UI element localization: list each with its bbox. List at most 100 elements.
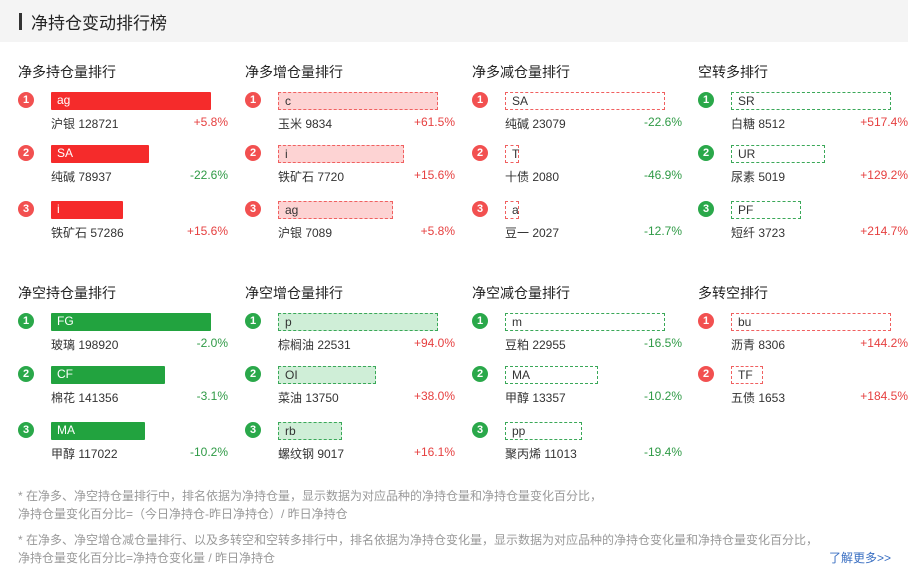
ranking-item[interactable]: 2 i 铁矿石 7720 +15.6% xyxy=(245,145,455,191)
ranking-item[interactable]: 1 SR 白糖 8512 +517.4% xyxy=(698,92,908,138)
rank-badge: 1 xyxy=(472,313,488,329)
contract-code: PF xyxy=(738,203,754,217)
contract-bar[interactable]: UR xyxy=(731,145,825,163)
contract-name-value: 沪银 128721 xyxy=(51,117,119,131)
rank-badge: 3 xyxy=(245,201,261,217)
note-2-line-1: * 在净多、净空增仓减仓量排行、以及多转空和空转多排行中，排名依据为净持仓变化量… xyxy=(18,533,819,547)
ranking-column-title: 净空增仓量排行 xyxy=(245,285,343,301)
contract-bar[interactable]: pp xyxy=(505,422,582,440)
rank-badge: 3 xyxy=(245,422,261,438)
rank-badge: 1 xyxy=(245,313,261,329)
ranking-item[interactable]: 3 i 铁矿石 57286 +15.6% xyxy=(18,201,228,247)
contract-code: ag xyxy=(285,203,299,217)
contract-bar[interactable]: m xyxy=(505,313,665,331)
note-block-2: * 在净多、净空增仓减仓量排行、以及多转空和空转多排行中，排名依据为净持仓变化量… xyxy=(18,531,898,567)
contract-bar[interactable]: bu xyxy=(731,313,891,331)
ranking-column-title: 净空持仓量排行 xyxy=(18,285,116,301)
ranking-item[interactable]: 1 SA 纯碱 23079 -22.6% xyxy=(472,92,682,138)
ranking-item[interactable]: 2 CF 棉花 141356 -3.1% xyxy=(18,366,228,412)
change-percent: -2.0% xyxy=(196,336,228,350)
ranking-item[interactable]: 1 ag 沪银 128721 +5.8% xyxy=(18,92,228,138)
contract-bar[interactable]: SA xyxy=(505,92,665,110)
ranking-item[interactable]: 3 MA 甲醇 117022 -10.2% xyxy=(18,422,228,468)
note-block-1: * 在净多、净空持仓量排行中，排名依据为净持仓量，显示数据为对应品种的净持仓量和… xyxy=(18,487,898,523)
rank-badge: 2 xyxy=(245,366,261,382)
ranking-column-title: 空转多排行 xyxy=(698,64,768,80)
ranking-column: 净多增仓量排行 1 c 玉米 9834 +61.5% 2 i 铁矿石 7720 +15.6% 3 a… xyxy=(245,62,455,240)
ranking-column-title: 净多减仓量排行 xyxy=(472,64,570,80)
ranking-column: 空转多排行 1 SR 白糖 8512 +517.4% 2 UR 尿素 5019 +129.2% 3… xyxy=(698,62,908,240)
change-percent: +184.5% xyxy=(860,389,908,403)
rank-badge: 2 xyxy=(245,145,261,161)
contract-bar[interactable]: MA xyxy=(505,366,598,384)
change-percent: +16.1% xyxy=(413,445,455,459)
ranking-item[interactable]: 3 ag 沪银 7089 +5.8% xyxy=(245,201,455,247)
ranking-item[interactable]: 1 m 豆粕 22955 -16.5% xyxy=(472,313,682,359)
contract-bar[interactable]: PF xyxy=(731,201,801,219)
contract-code: c xyxy=(285,94,291,108)
ranking-item[interactable]: 2 T 十债 2080 -46.9% xyxy=(472,145,682,191)
contract-code: ag xyxy=(57,93,71,107)
contract-name-value: 沥青 8306 xyxy=(731,338,786,352)
ranking-item[interactable]: 1 c 玉米 9834 +61.5% xyxy=(245,92,455,138)
contract-name-value: 菜油 13750 xyxy=(278,391,339,405)
change-percent: -22.6% xyxy=(189,168,228,182)
contract-name-value: 螺纹钢 9017 xyxy=(278,447,345,461)
contract-bar[interactable]: MA xyxy=(51,422,145,440)
rank-badge: 3 xyxy=(472,422,488,438)
change-percent: +144.2% xyxy=(860,336,908,350)
contract-bar[interactable]: FG xyxy=(51,313,211,331)
contract-code: m xyxy=(512,315,522,329)
ranking-column: 净多持仓量排行 1 ag 沪银 128721 +5.8% 2 SA 纯碱 78937 -22.6… xyxy=(18,62,228,240)
change-percent: -19.4% xyxy=(643,445,682,459)
ranking-item[interactable]: 2 SA 纯碱 78937 -22.6% xyxy=(18,145,228,191)
note-1-line-1: * 在净多、净空持仓量排行中，排名依据为净持仓量，显示数据为对应品种的净持仓量和… xyxy=(18,489,603,503)
contract-bar[interactable]: a xyxy=(505,201,519,219)
contract-bar[interactable]: i xyxy=(51,201,123,219)
ranking-item[interactable]: 3 rb 螺纹钢 9017 +16.1% xyxy=(245,422,455,468)
ranking-item[interactable]: 2 UR 尿素 5019 +129.2% xyxy=(698,145,908,191)
header-accent-bar xyxy=(19,12,22,30)
contract-bar[interactable]: SR xyxy=(731,92,891,110)
ranking-item[interactable]: 1 p 棕榈油 22531 +94.0% xyxy=(245,313,455,359)
ranking-item[interactable]: 1 bu 沥青 8306 +144.2% xyxy=(698,313,908,359)
contract-bar[interactable]: TF xyxy=(731,366,763,384)
ranking-column-title: 净多持仓量排行 xyxy=(18,64,116,80)
ranking-item[interactable]: 2 OI 菜油 13750 +38.0% xyxy=(245,366,455,412)
ranking-item[interactable]: 2 TF 五债 1653 +184.5% xyxy=(698,366,908,412)
rank-badge: 3 xyxy=(18,201,34,217)
rank-badge: 2 xyxy=(18,145,34,161)
ranking-column-title: 净多增仓量排行 xyxy=(245,64,343,80)
learn-more-link[interactable]: 了解更多>> xyxy=(828,551,891,565)
ranking-item[interactable]: 3 PF 短纤 3723 +214.7% xyxy=(698,201,908,247)
contract-bar[interactable]: T xyxy=(505,145,519,163)
change-percent: -3.1% xyxy=(196,389,228,403)
ranking-item[interactable]: 3 pp 聚丙烯 11013 -19.4% xyxy=(472,422,682,468)
contract-bar[interactable]: CF xyxy=(51,366,165,384)
change-percent: -12.7% xyxy=(643,224,682,238)
contract-code: i xyxy=(285,147,288,161)
rank-badge: 2 xyxy=(18,366,34,382)
contract-code: rb xyxy=(285,424,296,438)
change-percent: -22.6% xyxy=(643,115,682,129)
note-1-line-2: 净持仓量变化百分比=（今日净持仓-昨日净持仓）/ 昨日净持仓 xyxy=(18,507,348,521)
contract-name-value: 甲醇 13357 xyxy=(505,391,566,405)
contract-name-value: 铁矿石 57286 xyxy=(51,226,124,240)
contract-name-value: 纯碱 78937 xyxy=(51,170,112,184)
contract-bar[interactable]: ag xyxy=(278,201,393,219)
contract-name-value: 聚丙烯 11013 xyxy=(505,447,577,461)
contract-bar[interactable]: p xyxy=(278,313,438,331)
contract-code: SA xyxy=(57,146,74,160)
contract-bar[interactable]: rb xyxy=(278,422,342,440)
ranking-item[interactable]: 3 a 豆一 2027 -12.7% xyxy=(472,201,682,247)
contract-bar[interactable]: OI xyxy=(278,366,376,384)
contract-bar[interactable]: SA xyxy=(51,145,149,163)
ranking-item[interactable]: 2 MA 甲醇 13357 -10.2% xyxy=(472,366,682,412)
contract-bar[interactable]: i xyxy=(278,145,404,163)
contract-bar[interactable]: c xyxy=(278,92,438,110)
contract-name-value: 豆一 2027 xyxy=(505,226,560,240)
page-title: 净持仓变动排行榜 xyxy=(31,13,167,33)
ranking-item[interactable]: 1 FG 玻璃 198920 -2.0% xyxy=(18,313,228,359)
rank-badge: 1 xyxy=(245,92,261,108)
contract-bar[interactable]: ag xyxy=(51,92,211,110)
